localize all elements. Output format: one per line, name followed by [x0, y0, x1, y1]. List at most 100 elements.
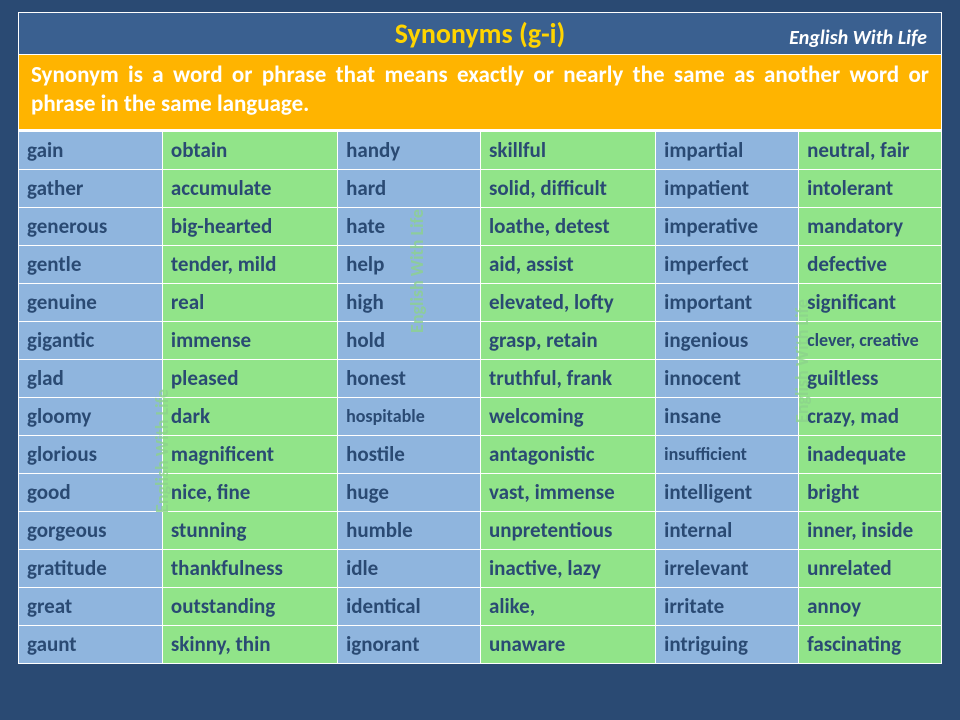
word-cell: idle [337, 549, 480, 587]
word-cell: imperfect [655, 245, 798, 283]
table-row: gentletender, mildhelpaid, assistimperfe… [19, 245, 941, 283]
synonym-cell: dark [162, 397, 337, 435]
word-cell: insane [655, 397, 798, 435]
synonym-cell: inactive, lazy [480, 549, 655, 587]
synonym-cell: truthful, frank [480, 359, 655, 397]
word-cell: identical [337, 587, 480, 625]
synonym-cell: unaware [480, 625, 655, 663]
word-cell: honest [337, 359, 480, 397]
synonym-cell: skillful [480, 131, 655, 169]
synonym-cell: clever, creative [798, 321, 941, 359]
synonym-cell: elevated, lofty [480, 283, 655, 321]
word-cell: internal [655, 511, 798, 549]
synonym-cell: bright [798, 473, 941, 511]
word-cell: glorious [19, 435, 162, 473]
word-cell: impatient [655, 169, 798, 207]
synonym-cell: annoy [798, 587, 941, 625]
synonym-cell: alike, [480, 587, 655, 625]
synonym-cell: mandatory [798, 207, 941, 245]
synonym-cell: inadequate [798, 435, 941, 473]
table-row: gratitudethankfulnessidleinactive, lazyi… [19, 549, 941, 587]
word-cell: gain [19, 131, 162, 169]
word-cell: hate [337, 207, 480, 245]
word-cell: hostile [337, 435, 480, 473]
table-row: goodnice, finehugevast, immenseintellige… [19, 473, 941, 511]
synonym-cell: welcoming [480, 397, 655, 435]
word-cell: impartial [655, 131, 798, 169]
description-banner: Synonym is a word or phrase that means e… [19, 55, 941, 131]
word-cell: hard [337, 169, 480, 207]
table-row: generousbig-heartedhate loathe, detestim… [19, 207, 941, 245]
synonym-cell: neutral, fair [798, 131, 941, 169]
word-cell: good [19, 473, 162, 511]
word-cell: huge [337, 473, 480, 511]
page-title: Synonyms (g-i) [395, 16, 566, 51]
word-cell: hold [337, 321, 480, 359]
word-cell: generous [19, 207, 162, 245]
synonym-cell: aid, assist [480, 245, 655, 283]
synonym-cell: unpretentious [480, 511, 655, 549]
word-cell: great [19, 587, 162, 625]
brand-label: English With Life [789, 26, 927, 50]
synonym-cell: thankfulness [162, 549, 337, 587]
synonym-cell: outstanding [162, 587, 337, 625]
synonym-cell: antagonistic [480, 435, 655, 473]
synonym-cell: nice, fine [162, 473, 337, 511]
title-bar: Synonyms (g-i) English With Life [19, 13, 941, 55]
synonym-cell: guiltless [798, 359, 941, 397]
word-cell: high [337, 283, 480, 321]
synonym-cell: big-hearted [162, 207, 337, 245]
word-cell: irrelevant [655, 549, 798, 587]
table-row: gorgeousstunninghumbleunpretentiousinter… [19, 511, 941, 549]
word-cell: gentle [19, 245, 162, 283]
synonym-cell: fascinating [798, 625, 941, 663]
table-row: giganticimmenseholdgrasp, retainingeniou… [19, 321, 941, 359]
word-cell: ingenious [655, 321, 798, 359]
word-cell: irritate [655, 587, 798, 625]
table-row: gloriousmagnificenthostileantagonisticin… [19, 435, 941, 473]
word-cell: genuine [19, 283, 162, 321]
synonym-cell: magnificent [162, 435, 337, 473]
table-row: gladpleasedhonesttruthful, frankinnocent… [19, 359, 941, 397]
word-cell: innocent [655, 359, 798, 397]
word-cell: help [337, 245, 480, 283]
word-cell: gratitude [19, 549, 162, 587]
synonym-cell: skinny, thin [162, 625, 337, 663]
synonyms-table: gainobtainhandyskillfulimpartialneutral,… [19, 131, 941, 663]
word-cell: gigantic [19, 321, 162, 359]
synonym-cell: solid, difficult [480, 169, 655, 207]
table-row: genuinerealhighelevated, loftyimportants… [19, 283, 941, 321]
synonym-cell: loathe, detest [480, 207, 655, 245]
synonym-cell: real [162, 283, 337, 321]
word-cell: humble [337, 511, 480, 549]
word-cell: gaunt [19, 625, 162, 663]
synonym-cell: accumulate [162, 169, 337, 207]
synonym-cell: pleased [162, 359, 337, 397]
synonym-cell: crazy, mad [798, 397, 941, 435]
synonym-cell: tender, mild [162, 245, 337, 283]
word-cell: handy [337, 131, 480, 169]
synonym-cell: obtain [162, 131, 337, 169]
word-cell: ignorant [337, 625, 480, 663]
word-cell: gloomy [19, 397, 162, 435]
table-row: gainobtainhandyskillfulimpartialneutral,… [19, 131, 941, 169]
table-row: greatoutstandingidenticalalike,irritatea… [19, 587, 941, 625]
synonym-cell: unrelated [798, 549, 941, 587]
synonym-cell: defective [798, 245, 941, 283]
synonym-cell: significant [798, 283, 941, 321]
word-cell: insufficient [655, 435, 798, 473]
table-row: gloomydarkhospitablewelcominginsanecrazy… [19, 397, 941, 435]
word-cell: intriguing [655, 625, 798, 663]
word-cell: glad [19, 359, 162, 397]
word-cell: imperative [655, 207, 798, 245]
word-cell: hospitable [337, 397, 480, 435]
synonym-cell: stunning [162, 511, 337, 549]
word-cell: gorgeous [19, 511, 162, 549]
synonym-cell: inner, inside [798, 511, 941, 549]
synonym-cell: immense [162, 321, 337, 359]
word-cell: intelligent [655, 473, 798, 511]
synonym-cell: intolerant [798, 169, 941, 207]
word-cell: gather [19, 169, 162, 207]
word-cell: important [655, 283, 798, 321]
synonym-cell: grasp, retain [480, 321, 655, 359]
